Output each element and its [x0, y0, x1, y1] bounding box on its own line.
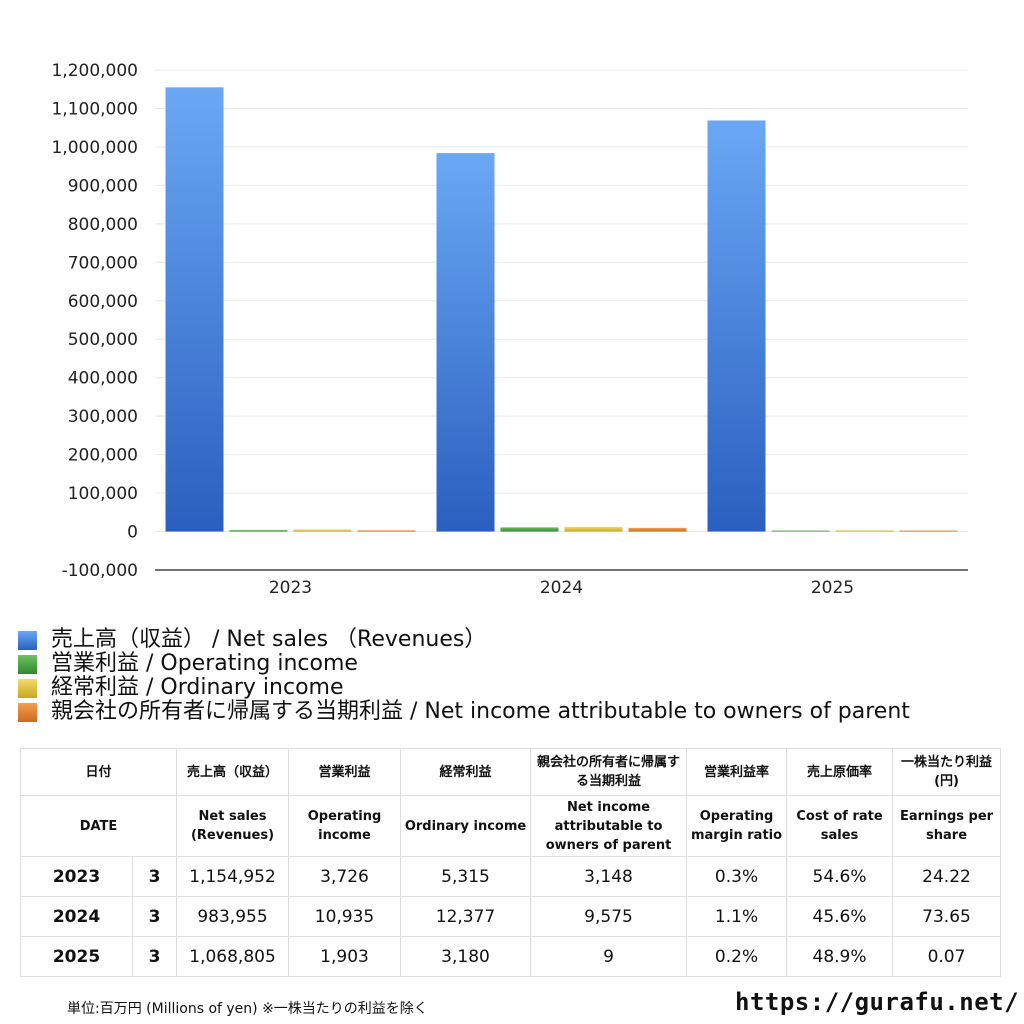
header-net-sales-ja: 売上高（収益）	[176, 748, 290, 796]
header-eps-ja: 一株当たり利益(円)	[892, 748, 1002, 796]
bar	[771, 530, 830, 532]
header-operating-income-en: Operating income	[288, 795, 402, 857]
legend-swatch-ordinary-income	[18, 678, 37, 698]
table-row: 2024 3 983,955 10,935 12,377 9,575 1.1% …	[20, 896, 1002, 937]
cell-cost-rate: 54.6%	[786, 856, 894, 897]
legend-swatch-operating-income	[18, 654, 37, 674]
header-eps-en: Earnings per share	[892, 795, 1002, 857]
y-tick-label: 200,000	[68, 446, 138, 466]
bar	[436, 153, 495, 532]
bar	[707, 120, 766, 532]
cell-op-margin: 0.3%	[686, 856, 788, 897]
y-tick-label: 1,100,000	[51, 99, 138, 119]
cell-eps: 24.22	[892, 856, 1002, 897]
bar	[500, 527, 559, 532]
cell-net-sales: 983,955	[176, 896, 290, 937]
legend-swatch-net-income	[18, 702, 37, 722]
header-cost-rate-en: Cost of rate sales	[786, 795, 894, 857]
cell-net-income: 9,575	[530, 896, 688, 937]
cell-year: 2023	[20, 856, 133, 897]
legend-item-net-income: 親会社の所有者に帰属する当期利益 / Net income attributab…	[18, 700, 1018, 724]
cell-month: 3	[131, 856, 178, 897]
y-tick-label: 0	[127, 523, 138, 543]
cell-op-margin: 0.2%	[686, 936, 788, 977]
x-tick-label: 2024	[540, 578, 583, 598]
cell-operating-income: 1,903	[288, 936, 402, 977]
bar	[357, 530, 416, 532]
bar	[229, 530, 288, 532]
y-tick-label: 600,000	[68, 292, 138, 312]
legend-item-ordinary-income: 経常利益 / Ordinary income	[18, 676, 1018, 700]
y-tick-label: 700,000	[68, 253, 138, 273]
cell-ordinary-income: 3,180	[400, 936, 532, 977]
header-operating-income-ja: 営業利益	[288, 748, 402, 796]
cell-eps: 73.65	[892, 896, 1002, 937]
y-tick-label: 1,200,000	[51, 61, 138, 81]
header-op-margin-ja: 営業利益率	[686, 748, 788, 796]
bar	[899, 530, 958, 532]
cell-net-sales: 1,154,952	[176, 856, 290, 897]
bar-chart: 1,200,000 1,100,000 1,000,000 900,000 800,00…	[51, 61, 968, 598]
y-tick-label: 100,000	[68, 484, 138, 504]
grid-lines	[155, 69, 968, 533]
table-row: 2025 3 1,068,805 1,903 3,180 9 0.2% 48.9…	[20, 936, 1002, 977]
legend-item-net-sales: 売上高（収益） / Net sales （Revenues）	[18, 628, 1018, 652]
legend-label: 経常利益 / Ordinary income	[51, 675, 344, 700]
header-date-en: DATE	[19, 795, 178, 857]
legend-label: 売上高（収益） / Net sales （Revenues）	[51, 627, 487, 652]
cell-net-income: 3,148	[530, 856, 688, 897]
legend-swatch-net-sales	[18, 630, 37, 650]
header-ordinary-income-ja: 経常利益	[400, 748, 532, 796]
cell-ordinary-income: 12,377	[400, 896, 532, 937]
header-net-income-en: Net income attributable to owners of par…	[530, 795, 688, 857]
header-net-income-ja: 親会社の所有者に帰属する当期利益	[530, 748, 688, 796]
bars	[165, 87, 958, 532]
legend-item-operating-income: 営業利益 / Operating income	[18, 652, 1018, 676]
x-tick-label: 2025	[811, 578, 854, 598]
unit-footnote: 単位:百万円 (Millions of yen) ※一株当たりの利益を除く	[67, 1001, 428, 1017]
site-url: https://gurafu.net/	[735, 988, 1020, 1016]
bar	[165, 87, 224, 532]
y-tick-label: 800,000	[68, 215, 138, 235]
header-date-ja: 日付	[19, 748, 178, 796]
y-tick-label: 300,000	[68, 407, 138, 427]
cell-ordinary-income: 5,315	[400, 856, 532, 897]
bar	[628, 527, 687, 532]
y-axis-tick-labels: 1,200,000 1,100,000 1,000,000 900,000 800,00…	[51, 61, 138, 581]
cell-month: 3	[131, 936, 178, 977]
table-header-row-ja: 日付 売上高（収益） 営業利益 経常利益 親会社の所有者に帰属する当期利益 営業…	[19, 748, 1002, 796]
bar	[564, 526, 623, 532]
cell-operating-income: 10,935	[288, 896, 402, 937]
bar	[835, 530, 894, 532]
y-tick-label: -100,000	[62, 561, 138, 581]
legend: 売上高（収益） / Net sales （Revenues） 営業利益 / Op…	[18, 628, 1018, 724]
x-axis-tick-labels: 2023 2024 2025	[269, 578, 854, 598]
y-tick-label: 900,000	[68, 176, 138, 196]
legend-label: 営業利益 / Operating income	[51, 651, 358, 676]
cell-op-margin: 1.1%	[686, 896, 788, 937]
legend-label: 親会社の所有者に帰属する当期利益 / Net income attributab…	[51, 699, 910, 724]
table-row: 2023 3 1,154,952 3,726 5,315 3,148 0.3% …	[20, 856, 1002, 897]
cell-year: 2025	[20, 936, 133, 977]
header-cost-rate-ja: 売上原価率	[786, 748, 894, 796]
x-tick-label: 2023	[269, 578, 312, 598]
header-net-sales-en: Net sales (Revenues)	[176, 795, 290, 857]
y-tick-label: 500,000	[68, 330, 138, 350]
header-ordinary-income-en: Ordinary income	[400, 795, 532, 857]
header-op-margin-en: Operating margin ratio	[686, 795, 788, 857]
cell-cost-rate: 48.9%	[786, 936, 894, 977]
y-tick-label: 1,000,000	[51, 138, 138, 158]
cell-eps: 0.07	[892, 936, 1002, 977]
table-header-row-en: DATE Net sales (Revenues) Operating inco…	[19, 795, 1002, 857]
cell-net-income: 9	[530, 936, 688, 977]
cell-cost-rate: 45.6%	[786, 896, 894, 937]
financial-data-table: 日付 売上高（収益） 営業利益 経常利益 親会社の所有者に帰属する当期利益 営業…	[19, 748, 1002, 977]
cell-operating-income: 3,726	[288, 856, 402, 897]
cell-net-sales: 1,068,805	[176, 936, 290, 977]
bar	[293, 529, 352, 532]
cell-year: 2024	[20, 896, 133, 937]
cell-month: 3	[131, 896, 178, 937]
y-tick-label: 400,000	[68, 369, 138, 389]
